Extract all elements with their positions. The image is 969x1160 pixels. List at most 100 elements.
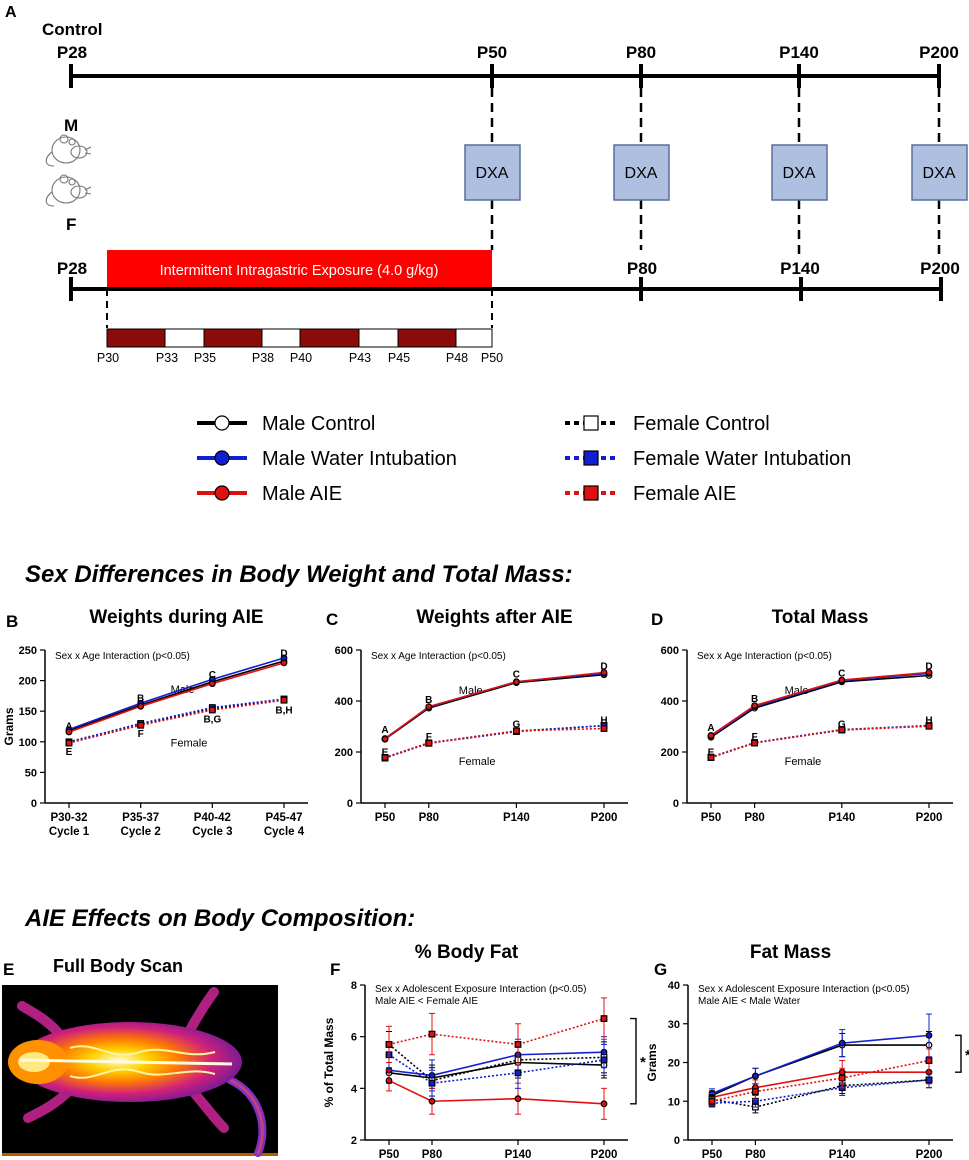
- data-point-marker: [514, 1095, 522, 1103]
- group-label-female: Female: [785, 756, 822, 768]
- data-point-marker: [925, 1031, 933, 1039]
- series-male-control: [381, 671, 608, 743]
- x-tick-label: P140: [503, 812, 530, 824]
- data-point-marker: [838, 726, 846, 734]
- x-tick-label: Cycle 4: [264, 826, 305, 838]
- y-tick-label: 8: [351, 980, 357, 992]
- significance-marker: *: [640, 1054, 646, 1071]
- dxa-box-p140: [771, 144, 828, 201]
- data-point-marker: [425, 703, 433, 711]
- panel-letter-f: F: [330, 960, 340, 979]
- data-point-marker: [751, 1088, 759, 1095]
- legend-label: Male Water Intubation: [262, 448, 457, 470]
- series-line: [711, 1034, 930, 1095]
- series-female-aie: [385, 997, 608, 1066]
- group-label-female: Female: [171, 738, 208, 750]
- y-tick-label: 6: [351, 1032, 357, 1044]
- data-point-marker: [708, 1097, 716, 1105]
- data-point-marker: [428, 1079, 436, 1087]
- series-female-control: [708, 1071, 933, 1114]
- sex-label-m: M: [64, 116, 78, 135]
- data-point-marker: [428, 1030, 436, 1038]
- dxa-label-p80: DXA: [625, 165, 658, 182]
- chart-annotation: Sex x Adolescent Exposure Interaction (p…: [375, 984, 587, 995]
- point-letter: G: [513, 719, 521, 730]
- point-letter: A: [65, 721, 72, 732]
- top-age-p28: P28: [57, 43, 87, 62]
- data-point-marker: [208, 706, 216, 714]
- y-tick-label: 4: [351, 1083, 358, 1095]
- legend-label: Male AIE: [262, 483, 342, 505]
- series-line: [710, 724, 930, 758]
- x-tick-label: P35-37: [122, 812, 159, 824]
- y-tick-label: 600: [335, 645, 353, 657]
- legend-item-female-aie: Female AIE: [565, 483, 736, 505]
- data-point-marker: [751, 702, 758, 709]
- chart-title: Weights during AIE: [89, 607, 263, 628]
- y-axis-label: Grams: [2, 707, 16, 745]
- series-male-water-intubation: [707, 670, 933, 740]
- control-label: Control: [42, 20, 102, 39]
- y-tick-label: 30: [668, 1019, 680, 1031]
- data-point-marker: [925, 1057, 933, 1064]
- series-male-water-intubation: [708, 1013, 933, 1099]
- series-line: [388, 1017, 605, 1046]
- y-tick-label: 200: [335, 747, 353, 759]
- cycle-blocks: [106, 328, 493, 348]
- bottom-age-p140: P140: [780, 259, 820, 278]
- data-point-marker: [838, 676, 846, 684]
- cycle-tick-labels: P30 P33 P35 P38 P40 P43 P45 P48 P50: [97, 351, 503, 365]
- x-tick-label: Cycle 3: [192, 826, 232, 838]
- male-mouse-icon: [45, 134, 92, 167]
- series-line: [711, 1059, 930, 1103]
- point-letter: B: [425, 695, 432, 706]
- legend-item-female-water-intubation: Female Water Intubation: [565, 448, 851, 470]
- panel-letter-a: A: [5, 4, 17, 21]
- series-female-aie: [65, 696, 288, 747]
- panel-e: Full Body Scan: [2, 956, 278, 1157]
- chart-annotation: Sex x Adolescent Exposure Interaction (p…: [698, 984, 910, 995]
- chart-annotation: Sex x Age Interaction (p<0.05): [371, 651, 506, 662]
- series-line: [388, 1079, 605, 1105]
- chart-annotation-2: Male AIE < Male Water: [698, 996, 801, 1007]
- legend-marker: [214, 415, 230, 431]
- x-tick-label: P50: [375, 812, 395, 824]
- x-tick-label: Cycle 2: [121, 826, 161, 838]
- data-point-marker: [513, 678, 520, 686]
- point-letter: H: [925, 715, 932, 726]
- series-male-aie: [385, 1069, 608, 1120]
- significance-bracket: [630, 1017, 637, 1105]
- x-tick-label: Cycle 1: [49, 826, 90, 838]
- point-letter: D: [600, 661, 607, 672]
- series-male-aie: [707, 669, 933, 739]
- series-female-water-intubation: [708, 1071, 933, 1108]
- x-tick-label: P80: [419, 812, 439, 824]
- series-line: [384, 724, 605, 759]
- x-tick-label: P45-47: [265, 812, 302, 824]
- data-point-marker: [707, 732, 715, 739]
- data-point-marker: [425, 739, 433, 747]
- dxa-box-p50: [464, 144, 521, 201]
- data-point-marker: [385, 1077, 393, 1084]
- x-tick-label: P40-42: [194, 812, 231, 824]
- series-male-control: [707, 672, 933, 741]
- series-line: [710, 674, 930, 738]
- data-point-marker: [925, 1076, 933, 1084]
- y-tick-label: 0: [347, 798, 353, 810]
- panel-letter-b: B: [6, 612, 18, 631]
- legend-label: Female AIE: [633, 483, 736, 505]
- series-female-water-intubation: [707, 722, 933, 761]
- y-tick-label: 0: [31, 798, 37, 810]
- panel-letter-g: G: [654, 960, 667, 979]
- body-scan-image: [2, 985, 278, 1157]
- x-tick-label: P140: [828, 812, 855, 824]
- x-tick-label: P30-32: [50, 812, 87, 824]
- y-tick-label: 200: [19, 676, 37, 688]
- chart-title: Weights after AIE: [416, 607, 572, 628]
- y-tick-label: 50: [25, 767, 37, 779]
- series-line: [711, 1044, 929, 1097]
- point-letter: D: [925, 661, 932, 672]
- point-letter: B: [137, 694, 144, 705]
- chart-annotation: Sex x Age Interaction (p<0.05): [697, 651, 832, 662]
